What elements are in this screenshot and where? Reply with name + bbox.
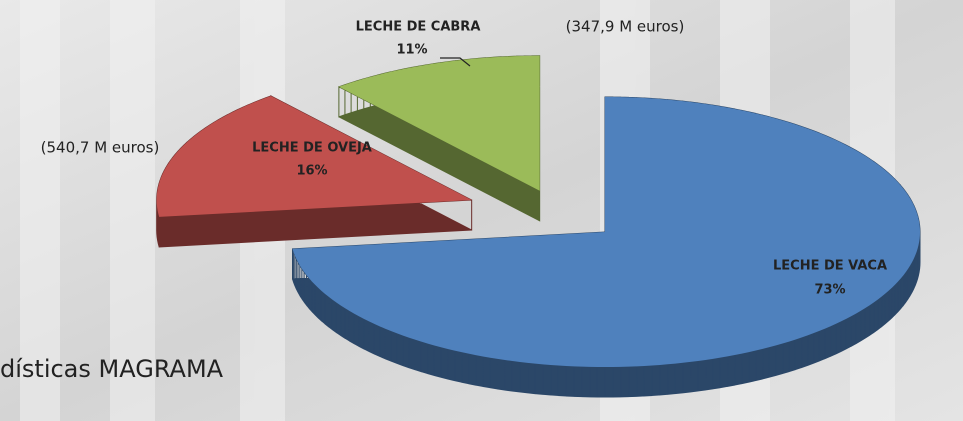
category-label: LECHE DE OVEJA <box>252 141 372 156</box>
annotation: (540,7 M euros) <box>41 139 160 157</box>
value-label: 73% <box>814 283 845 298</box>
page: LECHE DE CABRA 11% (347,9 M euros) (540,… <box>0 0 963 421</box>
annotation: (347,9 M euros) <box>566 18 685 36</box>
value-label: 16% <box>296 164 327 179</box>
source-note: dísticas MAGRAMA <box>0 355 224 383</box>
chart: LECHE DE CABRA 11% (347,9 M euros) (540,… <box>0 0 963 421</box>
value-label: 11% <box>396 43 427 58</box>
category-label: LECHE DE CABRA <box>356 20 481 35</box>
category-label: LECHE DE VACA <box>773 259 887 274</box>
